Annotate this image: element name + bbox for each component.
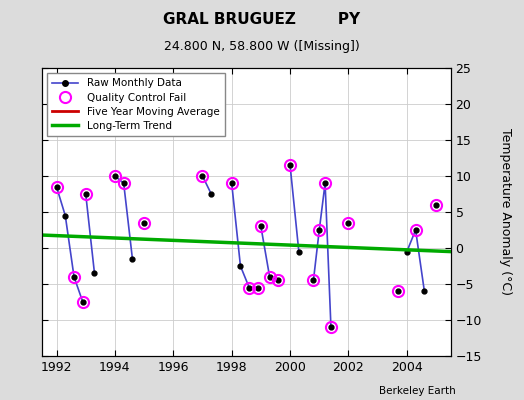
Text: Berkeley Earth: Berkeley Earth bbox=[379, 386, 456, 396]
Y-axis label: Temperature Anomaly (°C): Temperature Anomaly (°C) bbox=[498, 128, 511, 296]
Text: GRAL BRUGUEZ        PY: GRAL BRUGUEZ PY bbox=[163, 12, 361, 27]
Text: 24.800 N, 58.800 W ([Missing]): 24.800 N, 58.800 W ([Missing]) bbox=[164, 40, 360, 53]
Legend: Raw Monthly Data, Quality Control Fail, Five Year Moving Average, Long-Term Tren: Raw Monthly Data, Quality Control Fail, … bbox=[47, 73, 225, 136]
